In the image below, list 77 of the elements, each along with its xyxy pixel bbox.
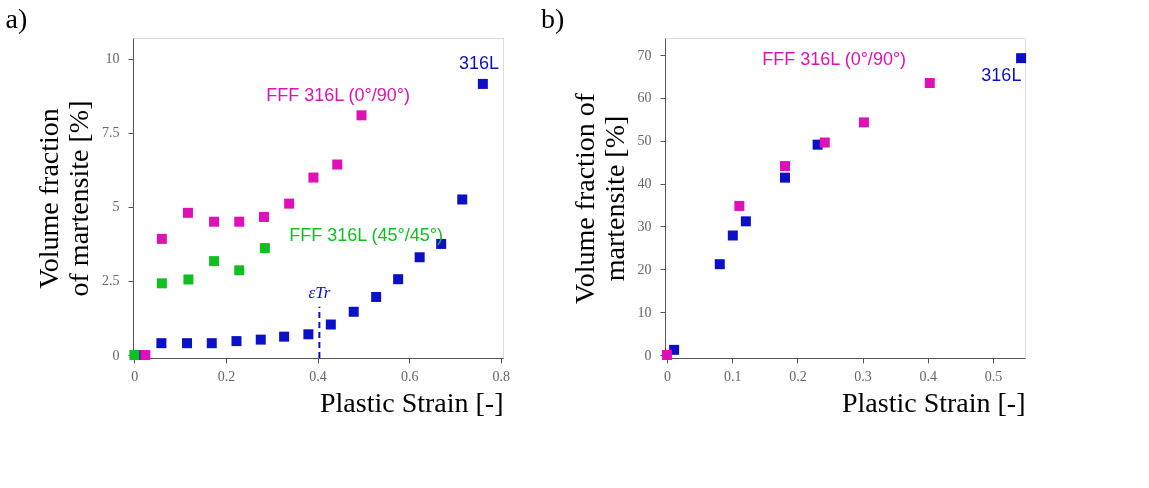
point [258,211,269,222]
x-axis-title: Plastic Strain [-] [319,386,504,418]
point [156,338,167,349]
point [140,350,151,361]
point [356,110,367,121]
x-tick-label: 0.1 [723,368,742,384]
point [924,77,935,88]
point [727,230,738,241]
series-label: FFF 316L (0°/90°) [266,84,410,105]
y-tick-label: 0 [112,347,120,363]
point [156,278,167,289]
point [308,172,319,183]
x-axis-title: Plastic Strain [-] [841,386,1026,418]
point [209,256,220,267]
y-tick-label: 40 [637,176,652,192]
point [325,319,336,330]
point [182,338,193,349]
point [393,274,404,285]
chart-title: a) [5,3,28,34]
point [780,161,790,172]
point [858,117,869,128]
y-tick-label: 10 [637,304,652,320]
y-tick-label: 10 [105,51,120,67]
point [279,331,290,342]
point [477,78,488,89]
y-axis-title: Volume fraction of martensite [%] [33,100,94,297]
y-tick-label: 2.5 [102,273,120,289]
point [780,172,790,183]
y-tick-label: 70 [637,47,652,63]
point [740,216,751,227]
series-label: FFF 316L (45°/45°) [289,225,443,246]
point [182,207,193,218]
point [414,252,425,263]
point [734,200,745,211]
point [457,194,468,205]
y-axis-title: Volume fraction of martensite [%] [568,92,630,304]
point [129,350,140,361]
x-tick-label: 0 [663,368,671,384]
point [156,233,167,244]
y-tick-label: 20 [637,261,652,277]
point [1016,53,1027,64]
point [206,338,217,349]
x-tick-label: 0.6 [400,368,419,384]
x-tick-label: 0.4 [919,368,938,384]
point [819,137,830,148]
y-tick-label: 60 [637,90,652,106]
series-label: FFF 316L (0°/90°) [762,49,907,70]
point [255,334,266,345]
x-tick-label: 0.2 [217,368,236,384]
chart-title: b) [541,3,565,34]
point [284,198,295,209]
ref-line-label: εTr [308,282,331,302]
x-tick-label: 0.8 [492,368,510,384]
point [332,159,343,170]
x-tick-label: 0 [131,368,139,384]
point [259,243,270,254]
y-tick-label: 50 [637,133,652,149]
point [234,216,245,227]
point [183,274,194,285]
point [714,259,725,270]
y-tick-label: 7.5 [102,125,120,141]
point [661,350,672,360]
point [303,329,314,340]
x-tick-label: 0.4 [309,368,327,384]
y-tick-label: 30 [637,218,652,234]
series-label: 316L [458,52,499,73]
x-tick-label: 0.5 [984,368,1003,384]
y-tick-label: 0 [644,347,652,363]
y-tick-label: 5 [112,199,120,215]
x-tick-label: 0.2 [789,368,807,384]
point [231,336,242,347]
series-label: 316L [981,65,1022,86]
x-tick-label: 0.3 [854,368,872,384]
point [348,306,359,317]
point [371,291,382,302]
point [209,216,220,227]
point [234,265,245,276]
